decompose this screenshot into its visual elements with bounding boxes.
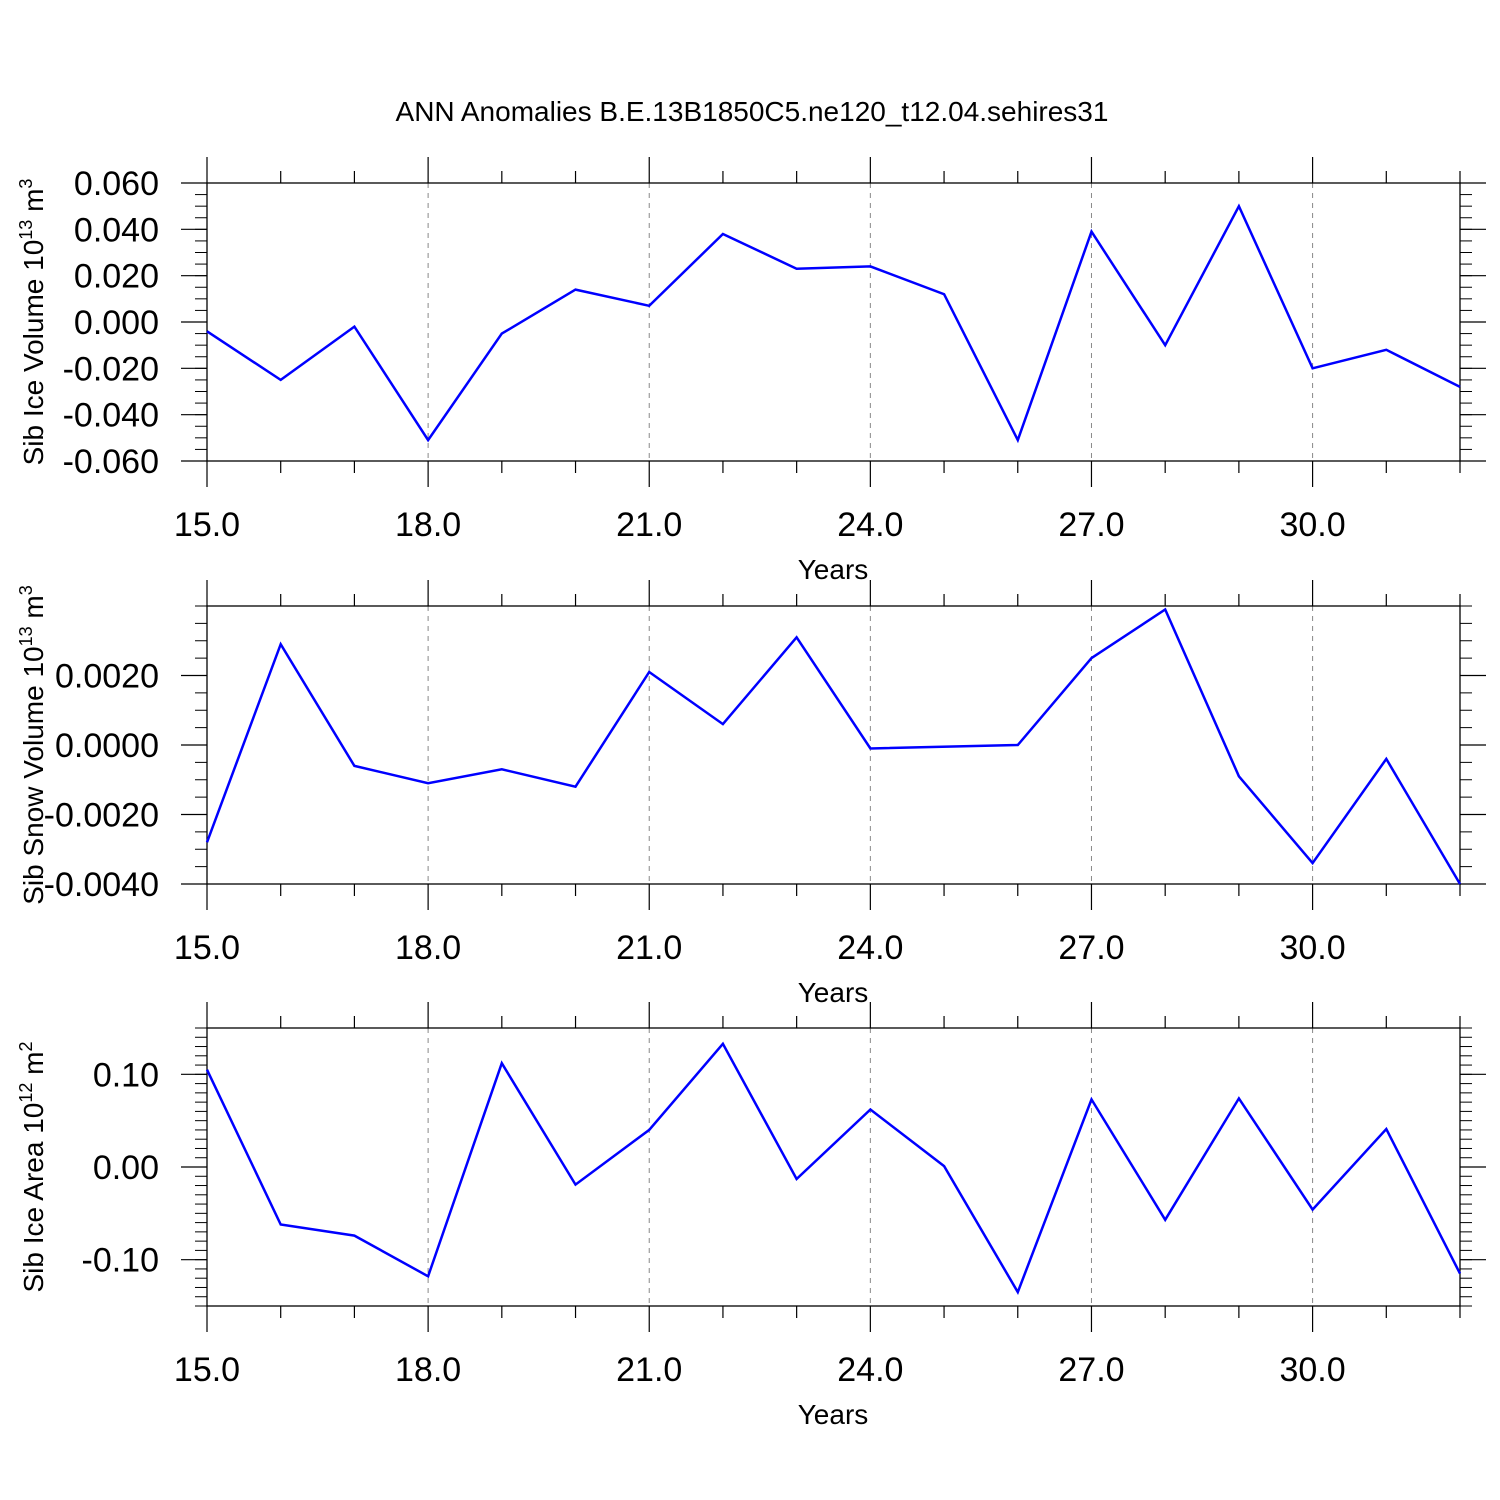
panels: -0.060 -0.040 -0.020 0.000 0.020 0.040 0.060 15… — [16, 157, 1486, 1430]
x-tick-label: 24.0 — [837, 929, 903, 967]
x-tick-label: 21.0 — [616, 506, 682, 544]
x-tick-label: 30.0 — [1279, 1351, 1345, 1389]
y-tick-label: -0.10 — [82, 1242, 160, 1280]
x-tick-label: 30.0 — [1279, 506, 1345, 544]
x-tick-label: 18.0 — [395, 506, 461, 544]
panel-1: -0.060 -0.040 -0.020 0.000 0.020 0.040 0.060 15… — [16, 157, 1486, 585]
x-tick-label: 27.0 — [1058, 506, 1124, 544]
x-tick-label: 21.0 — [616, 929, 682, 967]
panel-2: -0.0040 -0.0020 0.0000 0.0020 15.0 18.0 21.0 24… — [16, 580, 1486, 1008]
y-tick-label: 0.000 — [74, 304, 159, 342]
x-tick-label: 15.0 — [174, 506, 240, 544]
y-tick-label: 0.0000 — [55, 727, 159, 765]
x-tick-label: 15.0 — [174, 929, 240, 967]
x-tick-label: 18.0 — [395, 929, 461, 967]
y-axis-label: Sib Ice Volume 1013 m3 — [16, 179, 49, 466]
x-axis-label: Years — [798, 1399, 869, 1430]
x-tick-label: 30.0 — [1279, 929, 1345, 967]
y-tick-label: 0.10 — [93, 1056, 159, 1094]
y-tick-label: 0.00 — [93, 1149, 159, 1187]
y-tick-label: 0.060 — [74, 165, 159, 203]
x-tick-label: 24.0 — [837, 506, 903, 544]
x-axis-label: Years — [798, 554, 869, 585]
plot-frame — [206, 605, 1461, 885]
y-tick-label: -0.0040 — [44, 866, 159, 904]
series-line — [205, 1041, 1462, 1295]
plot-frame — [206, 1027, 1461, 1307]
y-tick-label: -0.040 — [63, 397, 159, 435]
chart-title: ANN Anomalies B.E.13B1850C5.ne120_t12.04… — [396, 96, 1109, 127]
x-axis-label: Years — [798, 977, 869, 1008]
y-tick-label: 0.040 — [74, 211, 159, 249]
x-tick-label: 18.0 — [395, 1351, 461, 1389]
series-line — [205, 607, 1462, 885]
y-axis-label: Sib Ice Area 1012 m2 — [16, 1041, 49, 1292]
x-tick-label: 27.0 — [1058, 1351, 1124, 1389]
plot-frame — [206, 182, 1461, 462]
x-tick-label: 24.0 — [837, 1351, 903, 1389]
y-tick-label: -0.0020 — [44, 797, 159, 835]
x-tick-label: 21.0 — [616, 1351, 682, 1389]
y-tick-label: -0.020 — [63, 350, 159, 388]
y-tick-label: 0.0020 — [55, 658, 159, 696]
series-line — [206, 203, 1461, 444]
y-tick-label: 0.020 — [74, 258, 159, 296]
y-tick-label: -0.060 — [63, 443, 159, 481]
panel-3: -0.10 0.00 0.10 15.0 18.0 21.0 24.0 27.0 30.0 Yea… — [16, 1002, 1486, 1430]
x-tick-label: 27.0 — [1058, 929, 1124, 967]
x-tick-label: 15.0 — [174, 1351, 240, 1389]
y-axis-label: Sib Snow Volume 1013 m3 — [16, 585, 49, 905]
